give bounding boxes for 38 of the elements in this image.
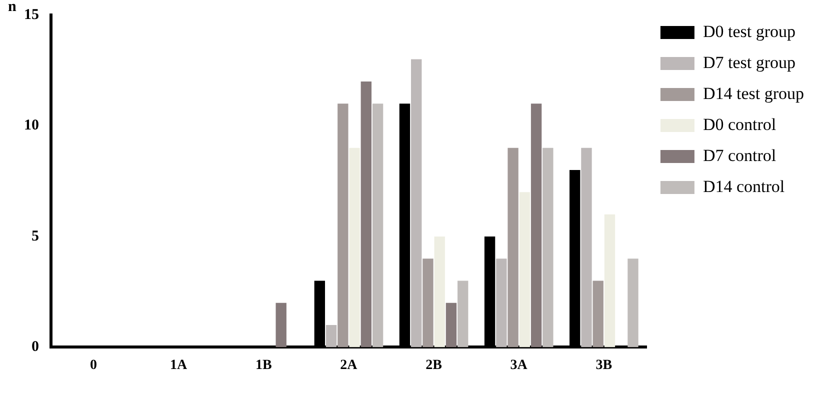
bar	[496, 258, 507, 348]
x-tick-label: 2A	[340, 358, 358, 374]
bar	[326, 325, 337, 348]
bar	[434, 236, 445, 348]
bar	[338, 104, 348, 348]
y-tick-label: 10	[24, 118, 39, 134]
y-tick-label: 15	[24, 6, 39, 23]
x-tick-label: 1A	[170, 358, 188, 374]
legend-label: D0 control	[702, 114, 776, 134]
bar	[349, 148, 360, 348]
bar	[411, 59, 422, 348]
y-tick-label: 0	[32, 339, 39, 356]
bar	[446, 302, 457, 348]
legend-label: D0 test group	[702, 22, 796, 41]
bar	[628, 258, 638, 348]
legend-label: D14 test group	[702, 84, 804, 103]
legend-label: D7 control	[702, 146, 776, 165]
bar	[519, 192, 530, 348]
bar	[372, 104, 384, 348]
bar	[422, 258, 434, 348]
bar	[458, 280, 468, 348]
bar	[592, 280, 604, 348]
bar	[542, 148, 554, 348]
bar	[530, 104, 542, 348]
x-tick-label: 3A	[510, 358, 528, 374]
legend-label: D14 control	[702, 176, 785, 196]
bar	[508, 148, 518, 348]
y-axis-title: n	[8, 0, 17, 15]
y-tick-label: 5	[32, 228, 39, 244]
legend-label: D7 test group	[702, 52, 796, 72]
x-tick-label: 0	[90, 358, 98, 374]
bar	[604, 214, 616, 348]
x-tick-label: 1B	[255, 358, 272, 374]
bar	[581, 148, 592, 348]
x-tick-label: 3B	[596, 358, 612, 374]
bar	[276, 302, 286, 348]
x-tick-label: 2B	[426, 358, 442, 374]
bar	[360, 81, 372, 348]
